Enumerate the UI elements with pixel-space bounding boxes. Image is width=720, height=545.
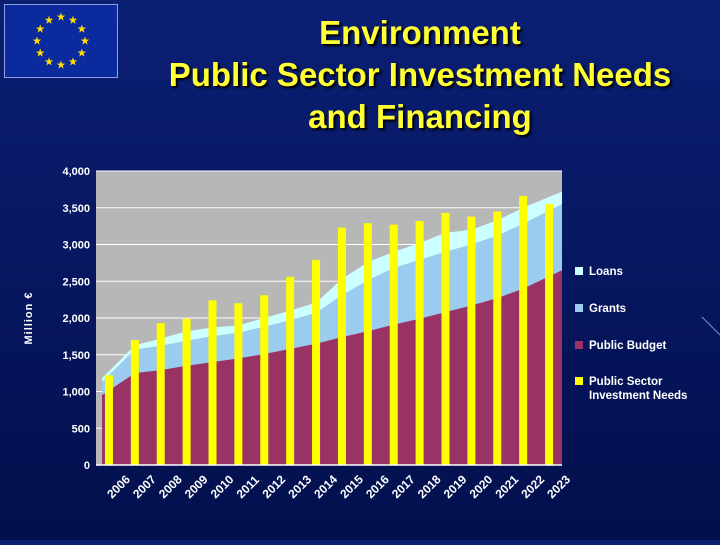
title-line-2: Public Sector Investment Needs (168, 56, 672, 93)
flag-star-icon (35, 24, 45, 33)
y-tick-labels: 0 500 1,000 1,500 2,000 2,500 3,000 3,500 4,000 (62, 166, 90, 472)
legend-label: Loans (589, 266, 623, 278)
needs-bar (441, 212, 450, 465)
x-tick-label: 2022 (518, 472, 547, 501)
y-axis-label: Million € (23, 292, 35, 345)
legend-label: Grants (589, 303, 626, 315)
chart-container: 0 500 1,000 1,500 2,000 2,500 3,000 3,500 4,000 … (0, 150, 720, 540)
x-tick-label: 2010 (208, 472, 237, 501)
y-tick-label: 1,500 (62, 350, 90, 362)
needs-bar (130, 340, 139, 465)
x-tick-label: 2012 (259, 472, 288, 501)
needs-bar (208, 300, 217, 465)
needs-bar (337, 227, 346, 465)
x-tick-label: 2023 (544, 472, 573, 501)
legend-swatch (575, 341, 583, 349)
x-tick-label: 2013 (285, 472, 314, 501)
eu-flag-stars (32, 12, 90, 69)
x-tick-label: 2021 (492, 472, 521, 501)
x-tick-label: 2015 (337, 472, 366, 501)
legend-swatch (575, 304, 583, 312)
chart-legend: Loans Grants Public Budget Public Sector Inv… (575, 266, 720, 402)
decorative-line (701, 316, 720, 336)
needs-bars (96, 195, 562, 466)
flag-star-icon (77, 24, 87, 33)
flag-star-icon (68, 57, 78, 66)
x-tick-label: 2019 (441, 472, 470, 501)
x-tick-label: 2016 (363, 472, 392, 501)
title-line-3: and Financing (308, 98, 532, 135)
slide-title: Environment Public Sector Investment Nee… (120, 12, 720, 138)
legend-label: Investment Needs (589, 390, 687, 402)
flag-star-icon (56, 60, 66, 69)
flag-star-icon (77, 48, 87, 57)
flag-star-icon (56, 12, 66, 21)
investment-chart: 05001,0001,5002,0002,5003,0003,5004,000 … (23, 166, 720, 501)
legend-swatch (575, 377, 583, 385)
x-tick-label: 2007 (130, 472, 159, 501)
needs-bar (260, 295, 269, 465)
x-tick-label: 2018 (415, 472, 444, 501)
needs-bar (286, 276, 295, 465)
title-line-1: Environment (319, 14, 521, 51)
needs-bar (104, 375, 113, 465)
flag-star-icon (44, 57, 54, 66)
legend-label: Public Sector (589, 376, 663, 388)
x-tick-labels: 2006200720082009201020112012201320142015… (104, 472, 573, 501)
needs-bar (156, 323, 165, 465)
needs-bar (467, 216, 476, 465)
flag-star-icon (35, 48, 45, 57)
flag-star-icon (44, 15, 54, 24)
needs-bar (182, 318, 191, 465)
y-tick-label: 2,500 (62, 276, 90, 288)
x-tick-label: 2014 (311, 472, 340, 501)
y-tick-label: 3,500 (62, 203, 90, 215)
x-tick-label: 2009 (182, 472, 211, 501)
y-tick-label: 0 (84, 460, 90, 472)
y-tick-label: 2,000 (62, 313, 90, 325)
needs-bar (363, 223, 372, 465)
x-tick-label: 2006 (104, 472, 133, 501)
legend-label: Public Budget (589, 340, 666, 352)
x-tick-label: 2017 (389, 472, 418, 501)
eu-flag-icon (4, 4, 118, 78)
flag-star-icon (68, 15, 78, 24)
needs-bar (234, 303, 243, 465)
y-tick-label: 4,000 (62, 166, 90, 178)
needs-bar (493, 211, 502, 465)
needs-bar (415, 220, 424, 465)
y-tick-label: 500 (72, 423, 90, 435)
needs-bar (389, 224, 398, 465)
y-tick-label: 1,000 (62, 387, 90, 399)
flag-star-icon (80, 36, 90, 45)
x-tick-label: 2008 (156, 472, 185, 501)
x-tick-label: 2020 (467, 472, 496, 501)
needs-bar (545, 204, 554, 465)
y-tick-label: 3,000 (62, 240, 90, 252)
needs-bar (519, 195, 528, 466)
x-tick-label: 2011 (234, 473, 263, 502)
needs-bar (312, 259, 321, 465)
flag-star-icon (32, 36, 42, 45)
legend-swatch (575, 267, 583, 275)
